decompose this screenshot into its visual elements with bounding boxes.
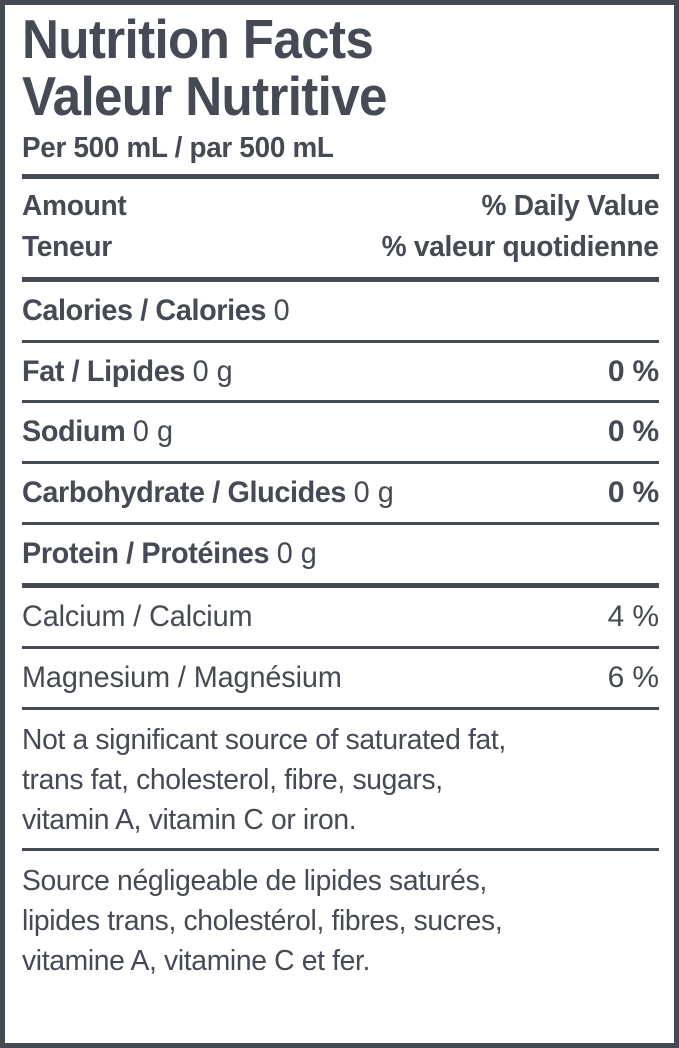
divider-below-magnesium	[22, 706, 659, 710]
nutrient-value: 0 g	[276, 537, 317, 571]
footnote-french-line-1: Source négligeable de lipides saturés,	[22, 864, 487, 897]
divider-below-protein	[22, 583, 659, 589]
serving-size: Per 500 mL / par 500 mL	[22, 132, 334, 165]
nutrient-label: Carbohydrate / Glucides 0 g	[22, 476, 394, 510]
calories-label: Calories / Calories 0	[22, 293, 290, 327]
footnote-english-line-1: Not a significant source of saturated fa…	[22, 723, 506, 756]
divider-below-sodium	[22, 461, 659, 465]
nutrient-value: 0 g	[353, 476, 394, 510]
nutrient-value: 0 g	[132, 415, 173, 449]
divider-below-carbohydrate	[22, 522, 659, 526]
nutrient-label: Fat / Lipides 0 g	[22, 354, 233, 388]
nutrient-value: 0 g	[192, 354, 233, 388]
title-english: Nutrition Facts	[22, 8, 374, 70]
column-header-french-row: Teneur % valeur quotidienne	[22, 227, 659, 268]
footnote-french-line-2: lipides trans, cholestérol, fibres, sucr…	[22, 904, 503, 937]
nutrient-daily-value: 0 %	[607, 415, 659, 449]
amount-header-english: Amount	[22, 190, 127, 223]
column-headers: Amount % Daily Value Teneur % valeur quo…	[22, 179, 659, 276]
daily-value-header-french: % valeur quotidienne	[381, 231, 659, 264]
title-block: Nutrition Facts Valeur Nutritive Per 500…	[22, 5, 659, 174]
amount-header-french: Teneur	[22, 231, 112, 264]
nutrient-label: Protein / Protéines 0 g	[22, 537, 317, 571]
column-header-english-row: Amount % Daily Value	[22, 186, 659, 227]
divider-below-headers	[22, 276, 659, 282]
title-french: Valeur Nutritive	[22, 64, 387, 127]
divider-below-calcium	[22, 645, 659, 649]
divider-below-fat	[22, 400, 659, 404]
footnote-english-line-3: vitamin A, vitamin C or iron.	[22, 803, 357, 836]
nutrient-daily-value: 0 %	[607, 354, 659, 388]
calories-row: Calories / Calories 0	[22, 282, 659, 340]
table-row-fat: Fat / Lipides 0 g 0 %	[22, 343, 659, 401]
footnote-french: Source négligeable de lipides saturés, l…	[22, 851, 643, 989]
mineral-label: Calcium / Calcium	[22, 600, 253, 634]
mineral-daily-value: 6 %	[607, 660, 660, 694]
footnote-english: Not a significant source of saturated fa…	[22, 710, 643, 848]
table-row-carbohydrate: Carbohydrate / Glucides 0 g 0 %	[22, 464, 659, 522]
divider-below-calories	[22, 339, 659, 343]
nutrient-daily-value: 0 %	[607, 476, 659, 510]
nutrient-label: Sodium 0 g	[22, 415, 173, 449]
table-row-sodium: Sodium 0 g 0 %	[22, 403, 659, 461]
divider-below-serving	[22, 174, 659, 180]
table-row-magnesium: Magnesium / Magnésium 6 %	[22, 649, 659, 707]
daily-value-header-english: % Daily Value	[481, 190, 659, 223]
footnote-english-line-2: trans fat, cholesterol, fibre, sugars,	[22, 763, 443, 796]
table-row-protein: Protein / Protéines 0 g	[22, 525, 659, 583]
divider-between-footnotes	[22, 847, 659, 851]
table-row-calcium: Calcium / Calcium 4 %	[22, 588, 659, 646]
mineral-daily-value: 4 %	[607, 600, 660, 634]
calories-value: 0	[273, 293, 290, 327]
mineral-label: Magnesium / Magnésium	[22, 660, 342, 694]
footnote-french-line-3: vitamine A, vitamine C et fer.	[22, 944, 371, 977]
